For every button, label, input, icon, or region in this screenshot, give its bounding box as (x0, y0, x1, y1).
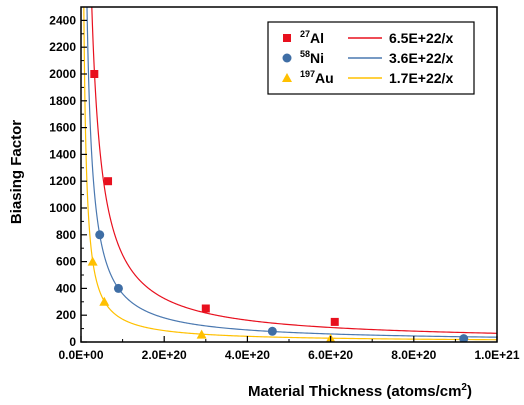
y-tick-label: 2400 (49, 13, 76, 27)
fit-curve-ni (86, 7, 497, 338)
data-point-ni (113, 283, 123, 293)
y-tick-label: 400 (56, 281, 76, 295)
fit-curves (83, 7, 497, 341)
data-markers (87, 70, 469, 342)
data-point-al (104, 177, 113, 186)
x-axis-title: Material Thickness (atoms/cm2) (248, 382, 472, 400)
legend-fit-label: 3.6E+22/x (389, 50, 453, 66)
x-axis-title-superscript: 2 (461, 382, 467, 393)
x-tick-label: 8.0E+20 (391, 348, 436, 362)
x-axis: 0.0E+00 2.0E+20 4.0E+20 6.0E+20 8.0E+20 1.0E+… (58, 336, 520, 362)
data-point-ni (459, 334, 469, 342)
legend-series-label: 197Au (300, 69, 334, 86)
legend-item-al: 27Al 6.5E+22/x (283, 29, 453, 46)
x-tick-label: 1.0E+21 (474, 348, 519, 362)
y-axis-title: Biasing Factor (8, 120, 25, 224)
data-point-ni (95, 230, 105, 240)
legend-fit-label: 1.7E+22/x (389, 70, 453, 86)
data-point-au (196, 329, 207, 339)
y-tick-label: 800 (56, 228, 76, 242)
legend-marker-ni (282, 53, 292, 63)
legend-marker-au (282, 73, 292, 82)
x-tick-label: 6.0E+20 (308, 348, 353, 362)
y-tick-label: 1600 (49, 121, 76, 135)
y-tick-label: 200 (56, 308, 76, 322)
legend-series-label: 58Ni (300, 49, 324, 66)
data-point-ni (267, 326, 277, 336)
data-point-al (201, 304, 210, 313)
legend-item-au: 197Au 1.7E+22/x (282, 69, 453, 86)
legend: 27Al 6.5E+22/x 58Ni 3.6E+22/x 197Au 1.7E+22/x (267, 21, 475, 95)
data-point-au (99, 296, 110, 306)
y-tick-label: 0 (69, 335, 76, 349)
data-point-au (87, 256, 98, 266)
y-tick-label: 600 (56, 255, 76, 269)
x-tick-label: 4.0E+20 (225, 348, 270, 362)
y-tick-label: 1000 (49, 201, 76, 215)
legend-series-label: 27Al (300, 29, 324, 46)
legend-marker-al (283, 34, 291, 42)
y-axis: 0 200 400 600 800 1000 1200 1400 1600 1800 2000 220… (49, 13, 87, 349)
data-point-al (90, 70, 99, 78)
y-tick-label: 2200 (49, 40, 76, 54)
x-tick-label: 2.0E+20 (142, 348, 187, 362)
y-tick-label: 1400 (49, 147, 76, 161)
y-tick-label: 1800 (49, 94, 76, 108)
fit-curve-al (91, 7, 497, 334)
y-tick-label: 1200 (49, 174, 76, 188)
fit-curve-au (83, 7, 497, 341)
legend-item-ni: 58Ni 3.6E+22/x (282, 49, 453, 66)
x-tick-label: 0.0E+00 (58, 348, 103, 362)
y-tick-label: 2000 (49, 67, 76, 81)
data-point-al (330, 317, 339, 326)
legend-fit-label: 6.5E+22/x (389, 30, 453, 46)
